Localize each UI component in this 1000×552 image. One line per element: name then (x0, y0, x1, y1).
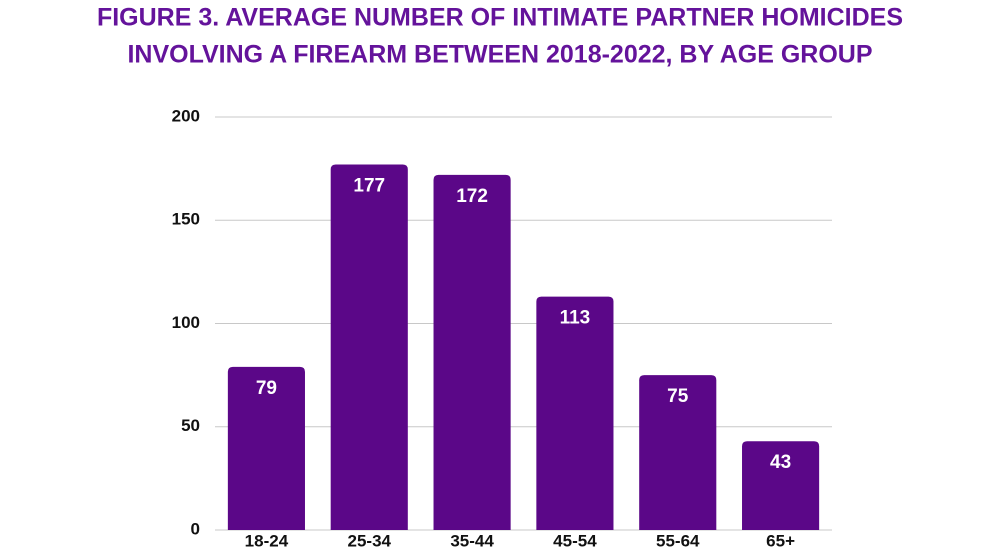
bar (639, 375, 717, 530)
chart-title: FIGURE 3. AVERAGE NUMBER OF INTIMATE PAR… (97, 4, 903, 32)
value-label: 172 (456, 186, 488, 207)
y-tick-label: 50 (181, 416, 200, 435)
x-tick-label: 65+ (766, 531, 795, 550)
bar (433, 174, 511, 530)
value-label: 79 (256, 378, 277, 399)
value-label: 113 (560, 308, 591, 329)
bar (536, 296, 614, 530)
value-label: 75 (667, 386, 689, 407)
chart-title: INVOLVING A FIREARM BETWEEN 2018-2022, B… (127, 41, 872, 69)
x-tick-label: 18-24 (245, 531, 289, 550)
x-tick-label: 45-54 (553, 531, 597, 550)
x-tick-label: 55-64 (656, 531, 700, 550)
bar (227, 366, 305, 530)
y-tick-label: 150 (172, 210, 200, 229)
value-label: 177 (353, 176, 385, 197)
bar (742, 441, 820, 530)
x-tick-label: 35-44 (450, 531, 494, 550)
value-label: 43 (770, 452, 791, 473)
y-tick-label: 100 (172, 313, 200, 332)
y-tick-label: 200 (172, 106, 200, 125)
bar (330, 164, 408, 530)
x-tick-label: 25-34 (348, 531, 392, 550)
y-tick-label: 0 (191, 519, 200, 538)
